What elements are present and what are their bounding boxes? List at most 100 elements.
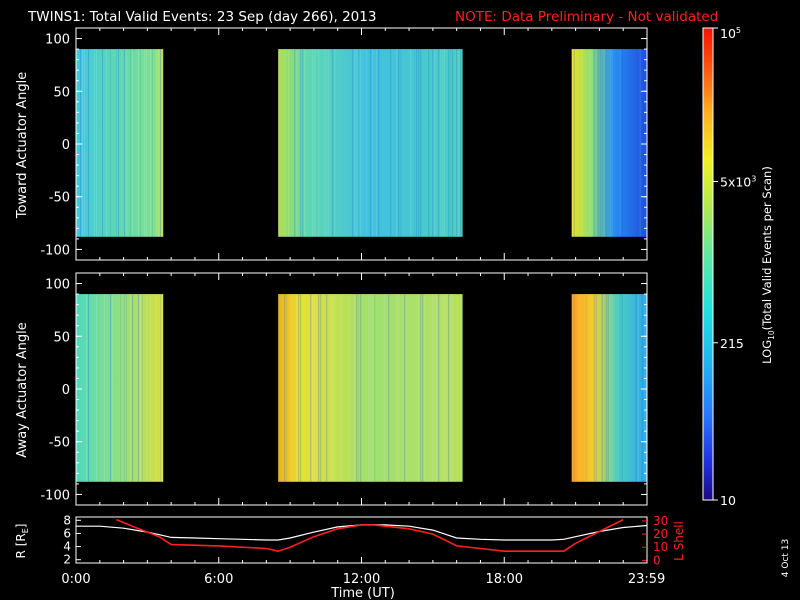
scan-line <box>330 294 332 482</box>
scan-line <box>86 294 87 482</box>
scan-line <box>126 49 127 237</box>
scan-line <box>456 49 458 237</box>
scan-line <box>358 49 360 237</box>
scan-line <box>142 294 143 482</box>
scan-line <box>296 294 298 482</box>
scan-line <box>320 294 322 482</box>
scan-line <box>150 49 151 237</box>
scan-line <box>593 294 595 482</box>
scan-line <box>284 294 286 482</box>
x-tick-label: 6:00 <box>204 572 233 587</box>
scan-line <box>450 49 452 237</box>
scan-line <box>444 294 446 482</box>
scan-line <box>448 294 450 482</box>
scan-line <box>372 294 374 482</box>
scan-line <box>589 49 591 237</box>
orbit-right-ylabel: L Shell <box>672 521 686 561</box>
scan-line <box>418 49 420 237</box>
scan-line <box>635 294 637 482</box>
scan-line <box>106 49 107 237</box>
y-tick-label: 50 <box>53 85 70 100</box>
scan-line <box>156 49 157 237</box>
scan-line <box>160 294 161 482</box>
scan-line <box>132 49 133 237</box>
scan-line <box>334 294 336 482</box>
colorbar-tick-label: 5x103 <box>720 175 756 190</box>
scan-line <box>378 49 380 237</box>
scan-line <box>366 49 368 237</box>
scan-line <box>130 49 131 237</box>
away-ylabel: Away Actuator Angle <box>15 322 30 457</box>
data-block <box>76 294 164 482</box>
scan-line <box>645 294 647 482</box>
scan-line <box>400 49 402 237</box>
scan-line <box>621 49 623 237</box>
scan-line <box>641 294 643 482</box>
scan-line <box>398 294 400 482</box>
scan-line <box>124 49 125 237</box>
scan-line <box>605 49 607 237</box>
y-tick-label: 0 <box>62 383 70 398</box>
scan-line <box>140 49 141 237</box>
scan-line <box>354 294 356 482</box>
scan-line <box>621 294 623 482</box>
data-block <box>571 49 647 237</box>
scan-line <box>396 294 398 482</box>
scan-line <box>112 294 113 482</box>
lshell-line <box>116 518 624 553</box>
scan-line <box>611 294 613 482</box>
scan-line <box>595 294 597 482</box>
time-xlabel: Time (UT) <box>330 586 395 600</box>
scan-line <box>404 294 406 482</box>
scan-line <box>96 294 97 482</box>
scan-line <box>442 294 444 482</box>
scan-line <box>416 49 418 237</box>
scan-line <box>573 49 575 237</box>
scan-line <box>352 49 354 237</box>
scan-line <box>304 49 306 237</box>
scan-line <box>581 49 583 237</box>
scan-line <box>370 49 372 237</box>
colorbar: 10 215 5x103 105 LOG10(Total Valid Events p… <box>702 26 776 508</box>
scan-line <box>601 49 603 237</box>
scan-line <box>432 49 434 237</box>
scan-line <box>444 49 446 237</box>
scan-line <box>80 49 81 237</box>
scan-line <box>110 49 111 237</box>
scan-line <box>440 49 442 237</box>
scan-line <box>571 49 573 237</box>
data-block-fill <box>278 49 463 237</box>
scan-line <box>314 294 316 482</box>
scan-line <box>609 49 611 237</box>
r-tick-label: 2 <box>63 553 71 567</box>
scan-line <box>573 294 575 482</box>
lshell-tick-label: 10 <box>653 540 668 554</box>
data-block-fill <box>76 49 164 237</box>
scan-line <box>418 294 420 482</box>
scan-line <box>162 294 163 482</box>
scan-line <box>398 49 400 237</box>
scan-line <box>414 49 416 237</box>
scan-line <box>452 49 454 237</box>
chart-title: TWINS1: Total Valid Events: 23 Sep (day … <box>27 9 376 25</box>
scan-line <box>334 49 336 237</box>
y-tick-label: 50 <box>53 330 70 345</box>
y-tick-label: -50 <box>49 436 70 451</box>
scan-line <box>302 49 304 237</box>
scan-line <box>388 294 390 482</box>
scan-line <box>144 49 145 237</box>
scan-line <box>368 294 370 482</box>
scan-line <box>146 294 147 482</box>
scan-line <box>354 49 356 237</box>
scan-line <box>318 49 320 237</box>
scan-line <box>597 49 599 237</box>
colorbar-tick-label: 105 <box>720 26 741 41</box>
scan-line <box>140 294 141 482</box>
scan-line <box>593 49 595 237</box>
scan-line <box>438 294 440 482</box>
scan-line <box>132 294 133 482</box>
scan-line <box>82 49 83 237</box>
scan-line <box>390 49 392 237</box>
